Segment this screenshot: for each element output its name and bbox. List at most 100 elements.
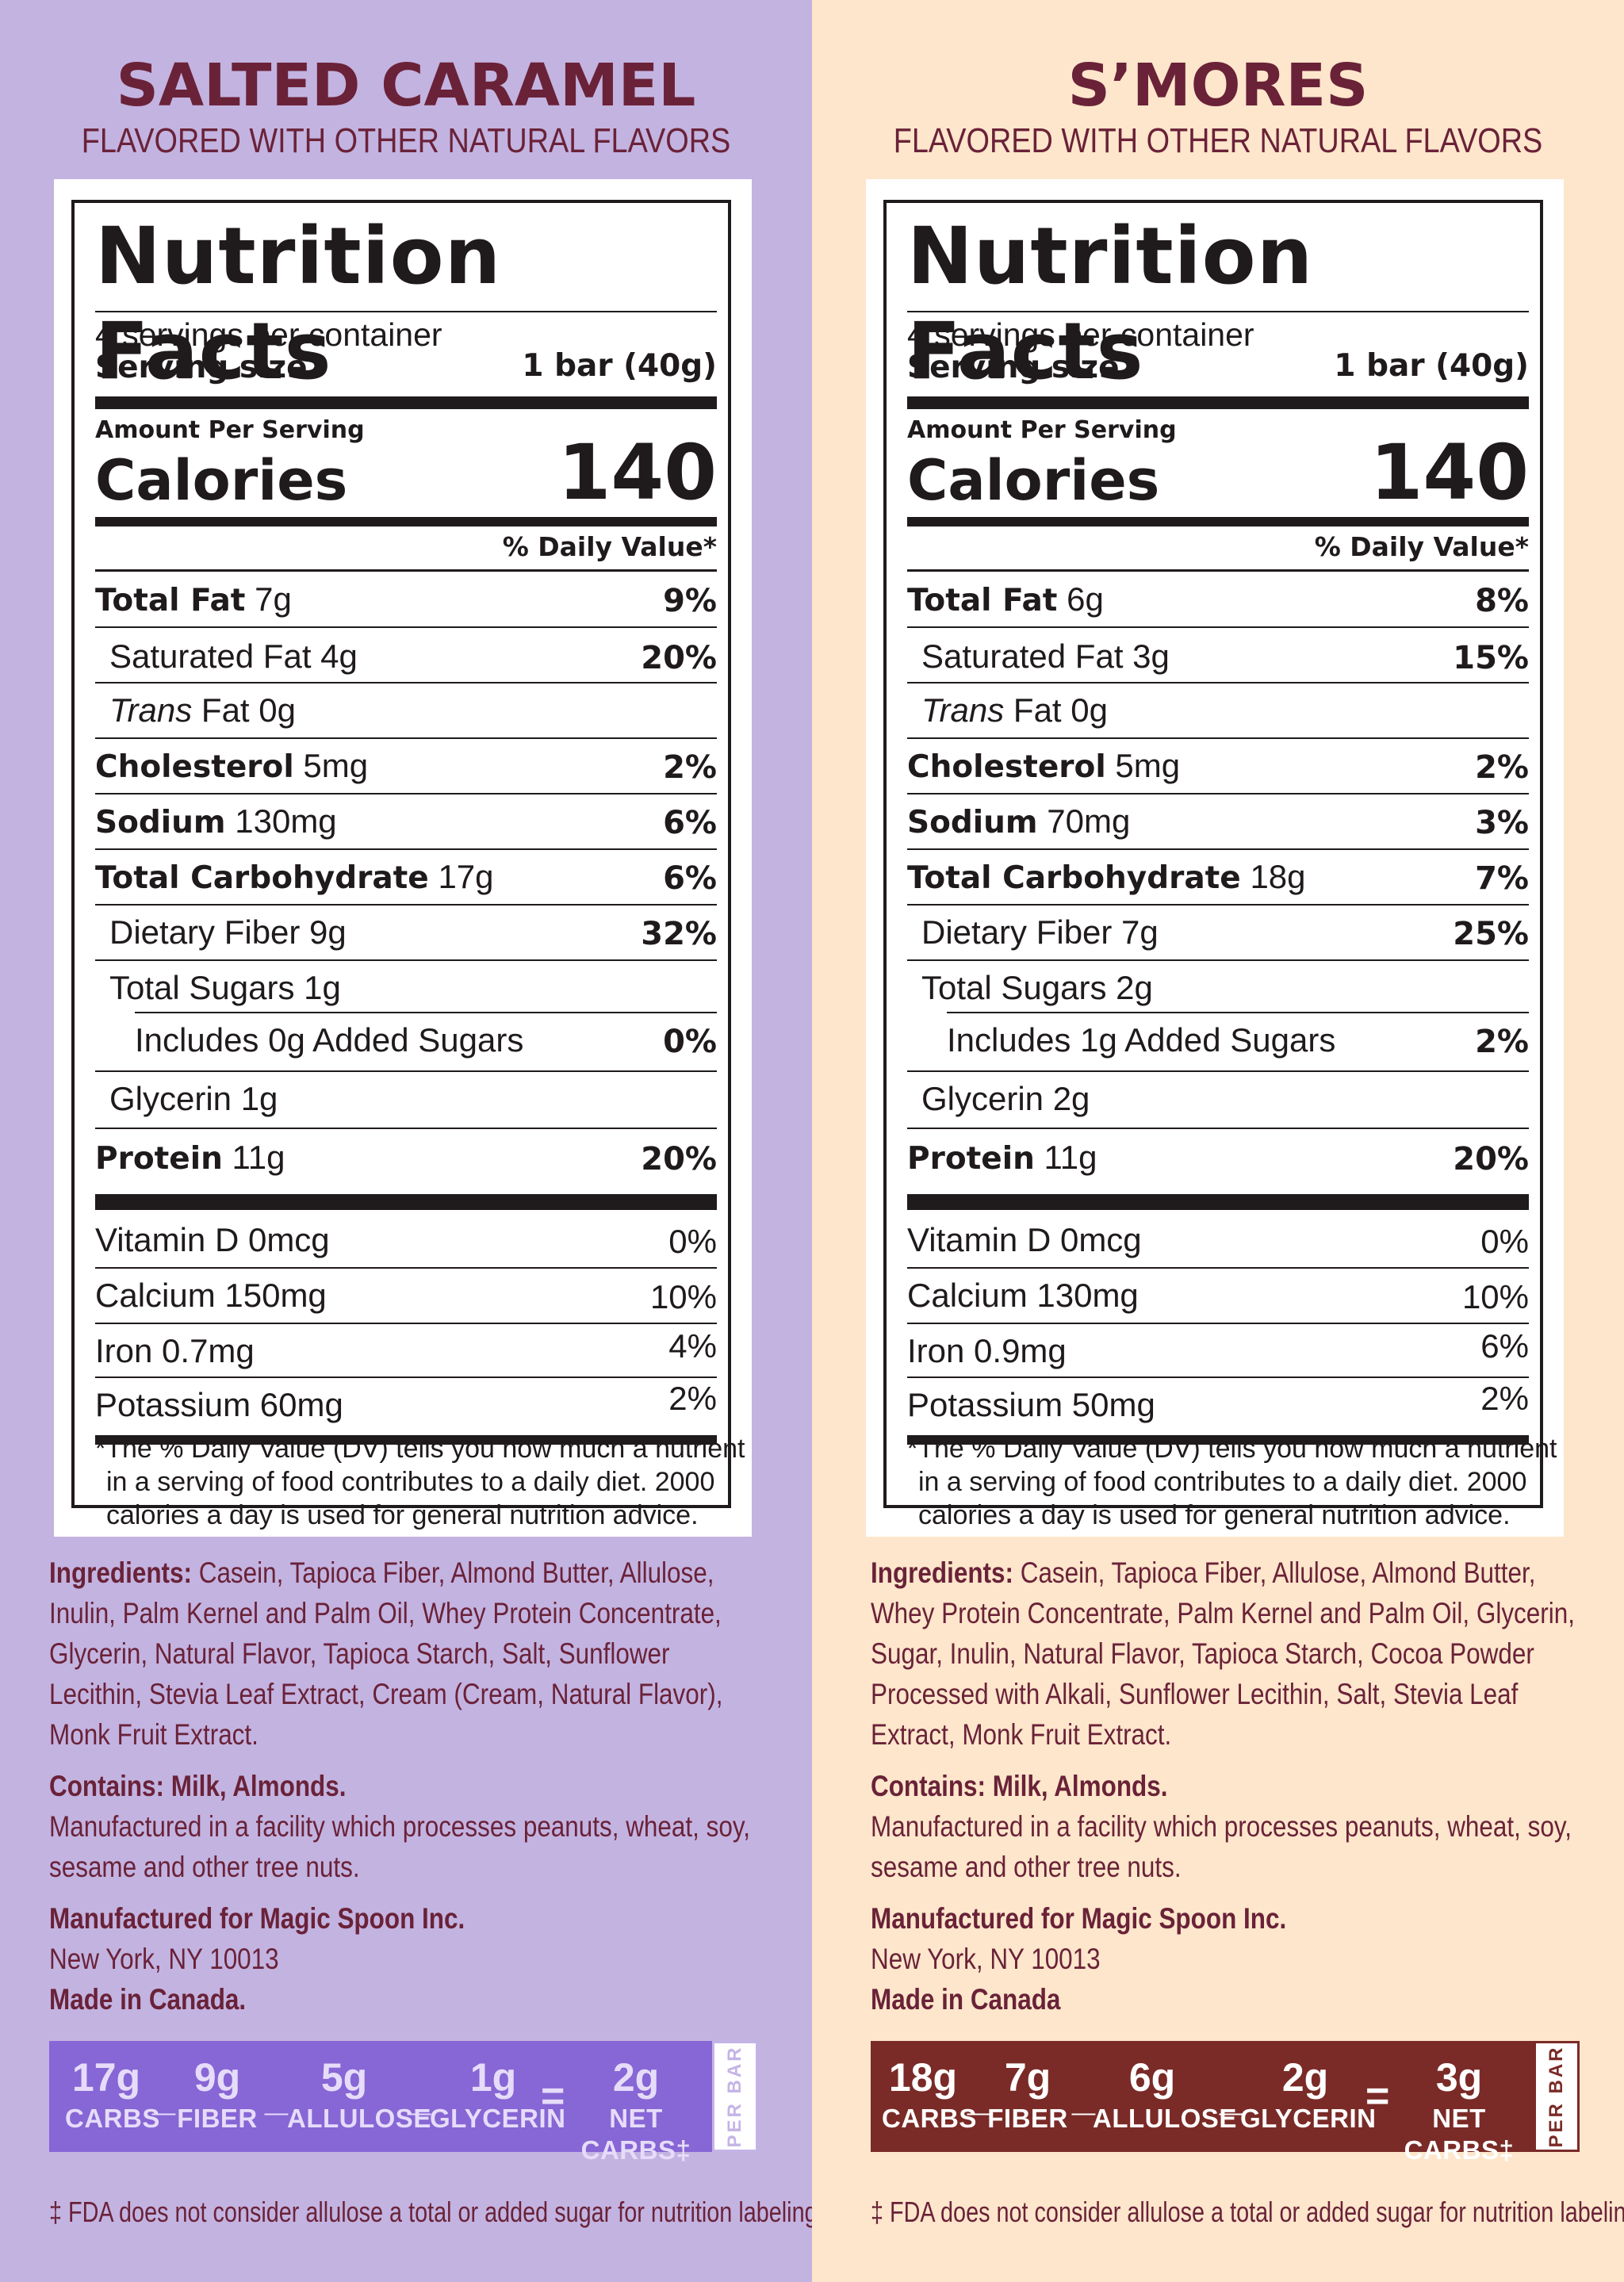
equals-sign: =: [541, 2073, 565, 2119]
saturated-fat-dv: 15%: [1453, 640, 1529, 676]
total-carbohydrate-dv: 6%: [663, 860, 717, 897]
calories-value: 140: [557, 428, 717, 517]
total-sugars-row: Total Sugars 2g: [907, 959, 1529, 1015]
cholesterol-label: Cholesterol: [95, 749, 294, 785]
rule: [907, 904, 1529, 906]
total-carbohydrate-row: Total Carbohydrate 18g 7%: [907, 848, 1529, 904]
nutrition-facts-title: Nutrition Facts: [95, 211, 502, 397]
iron-dv: 6%: [1480, 1327, 1529, 1365]
fda-footnote: ‡ FDA does not consider allulose a total…: [871, 2196, 1624, 2228]
glycerin-term: 1g GLYCERIN: [430, 2041, 565, 2152]
calcium-row: Calcium 150mg 10%: [95, 1267, 717, 1323]
rule: [95, 737, 717, 739]
total-fat-row: Total Fat 6g 8%: [907, 571, 1529, 626]
total-fat-dv: 9%: [663, 583, 717, 619]
added-sugars-dv: 0%: [663, 1024, 717, 1060]
rule-thick: [907, 396, 1529, 409]
servings-per-container: 4 servings per container: [95, 316, 442, 353]
serving-size-value: 1 bar (40g): [1334, 348, 1529, 384]
dietary-fiber-label: Dietary Fiber 9g: [109, 913, 347, 951]
amount-per-serving: Amount Per Serving: [95, 416, 365, 444]
allulose-term: 5g ALLULOSE: [287, 2041, 431, 2152]
rule: [947, 1012, 1529, 1013]
ingredients-block: Ingredients: Casein, Tapioca Fiber, Allu…: [871, 1553, 1584, 2020]
carbs-value: 17g: [71, 2055, 141, 2100]
added-sugars-dv: 2%: [1475, 1024, 1529, 1060]
manufacturer-address: New York, NY 10013: [49, 1943, 279, 1975]
calcium-label: Calcium 150mg: [95, 1277, 327, 1314]
protein-row: Protein 11g 20%: [95, 1129, 717, 1185]
net-carbs-value: 2g: [612, 2055, 660, 2100]
nutrition-facts-frame: Nutrition Facts 4 servings per container…: [883, 200, 1557, 1530]
facility-warning: Manufactured in a facility which process…: [871, 1810, 1572, 1843]
total-sugars-label: Total Sugars 2g: [921, 969, 1153, 1006]
trans-fat-rest: Fat 0g: [192, 691, 296, 729]
sodium-row: Sodium 130mg 6%: [95, 793, 717, 848]
potassium-row: Potassium 50mg 2%: [907, 1376, 1529, 1432]
minus-sign: _: [265, 2073, 288, 2119]
added-sugars-row: Includes 1g Added Sugars 2%: [907, 1012, 1529, 1067]
fiber-label: FIBER: [177, 2104, 258, 2133]
total-fat-amount: 7g: [255, 580, 292, 618]
rule-thick: [907, 517, 1529, 526]
ingredients-text: Inulin, Palm Kernel and Palm Oil, Whey P…: [49, 1597, 722, 1629]
fiber-label: FIBER: [987, 2104, 1068, 2133]
rule: [907, 1267, 1529, 1269]
total-fat-row: Total Fat 7g 9%: [95, 571, 717, 626]
footnote-line: in a serving of food contributes to a da…: [106, 1467, 715, 1497]
total-carbohydrate-dv: 7%: [1475, 860, 1529, 897]
protein-dv: 20%: [641, 1141, 717, 1177]
carbs-value: 18g: [888, 2055, 958, 2100]
rule: [95, 1070, 717, 1072]
sodium-amount: 130mg: [235, 802, 337, 840]
dietary-fiber-label: Dietary Fiber 7g: [921, 913, 1159, 951]
nutrition-facts-card: Nutrition Facts 4 servings per container…: [866, 179, 1564, 1537]
daily-value-footnote: *The % Daily Value (DV) tells you how mu…: [907, 1432, 1557, 1532]
saturated-fat-label: Saturated Fat 3g: [921, 638, 1170, 675]
allulose-value: 6g: [1128, 2055, 1176, 2100]
equals-sign: =: [1365, 2073, 1390, 2119]
rule-thick: [95, 517, 717, 526]
ingredients-text: Monk Fruit Extract.: [49, 1718, 259, 1751]
nutrition-facts-title: Nutrition Facts: [907, 211, 1314, 397]
sodium-label: Sodium: [95, 805, 226, 840]
country-of-origin: Made in Canada.: [49, 1983, 247, 2016]
net-carbs-label: NET CARBS‡: [1404, 2104, 1515, 2165]
protein-amount: 11g: [1044, 1139, 1097, 1176]
footnote-line: calories a day is used for general nutri…: [918, 1500, 1511, 1530]
flavored-subtitle: FLAVORED WITH OTHER NATURAL FLAVORS: [81, 121, 731, 160]
footnote-line: in a serving of food contributes to a da…: [918, 1467, 1527, 1497]
rule: [95, 959, 717, 961]
saturated-fat-dv: 20%: [641, 640, 717, 676]
serving-size-row: Serving size 1 bar (40g): [95, 346, 717, 389]
vitamin-d-label: Vitamin D 0mcg: [907, 1221, 1142, 1258]
net-carbs-bar: 18g CARBS _ 7g FIBER _ 6g ALLULOSE _ 2g GLYC…: [871, 2041, 1580, 2165]
rule-thick: [95, 396, 717, 409]
net-carbs-equation: 17g CARBS _ 9g FIBER _ 5g ALLULOSE _ 1g GLYC…: [49, 2041, 712, 2165]
total-sugars-label: Total Sugars 1g: [109, 969, 341, 1006]
ingredients-text: Lecithin, Stevia Leaf Extract, Cream (Cr…: [49, 1678, 723, 1710]
sodium-row: Sodium 70mg 3%: [907, 793, 1529, 848]
potassium-row: Potassium 60mg 2%: [95, 1376, 717, 1432]
sodium-amount: 70mg: [1047, 802, 1131, 840]
manufactured-for: Manufactured for Magic Spoon Inc.: [871, 1902, 1287, 1935]
cholesterol-label: Cholesterol: [907, 749, 1106, 785]
ingredients-text: Extract, Monk Fruit Extract.: [871, 1718, 1172, 1751]
manufacturer-address: New York, NY 10013: [871, 1943, 1101, 1975]
rule: [907, 311, 1529, 312]
rule: [907, 682, 1529, 683]
footnote-line: *The % Daily Value (DV) tells you how mu…: [907, 1434, 1557, 1464]
serving-size-label: Serving size: [95, 350, 308, 385]
glycerin-value: 2g: [1281, 2055, 1329, 2100]
facility-warning: Manufactured in a facility which process…: [49, 1810, 750, 1843]
allulose-value: 5g: [320, 2055, 368, 2100]
fiber-value: 7g: [1004, 2055, 1051, 2100]
salted-caramel-panel: SALTED CARAMEL FLAVORED WITH OTHER NATUR…: [0, 0, 824, 2282]
calcium-label: Calcium 130mg: [907, 1277, 1139, 1314]
added-sugars-label: Includes 1g Added Sugars: [947, 1021, 1336, 1059]
per-bar-label: PER BAR: [1545, 2045, 1567, 2148]
allulose-term: 6g ALLULOSE: [1093, 2041, 1236, 2152]
net-carbs-value: 3g: [1435, 2055, 1483, 2100]
protein-label: Protein: [95, 1141, 223, 1177]
serving-size-value: 1 bar (40g): [522, 348, 717, 384]
